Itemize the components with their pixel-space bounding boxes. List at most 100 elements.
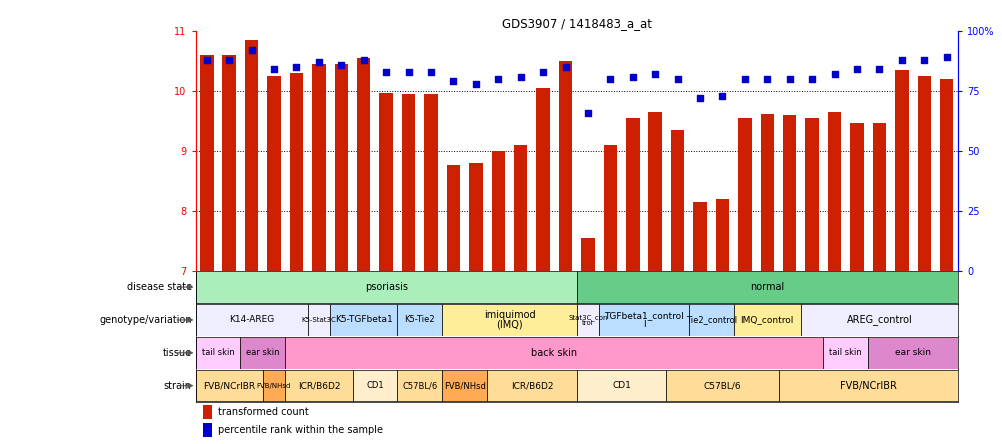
- Point: [356, 56, 372, 63]
- Bar: [576, 370, 665, 401]
- Bar: [665, 370, 778, 401]
- Point: [938, 54, 954, 61]
- Bar: [244, 40, 259, 271]
- Bar: [625, 118, 639, 271]
- Text: tail skin: tail skin: [201, 348, 234, 357]
- Point: [646, 71, 662, 78]
- Bar: [827, 112, 841, 271]
- Point: [669, 75, 685, 83]
- Bar: [715, 199, 728, 271]
- Bar: [823, 337, 868, 369]
- Bar: [290, 73, 303, 271]
- Bar: [285, 337, 823, 369]
- Text: C57BL/6: C57BL/6: [703, 381, 740, 390]
- Bar: [397, 304, 442, 336]
- Bar: [379, 93, 393, 271]
- Point: [311, 59, 327, 66]
- Bar: [576, 271, 957, 303]
- Bar: [285, 370, 352, 401]
- Bar: [195, 271, 576, 303]
- Bar: [558, 61, 572, 271]
- Bar: [446, 165, 460, 271]
- Bar: [850, 123, 863, 271]
- Text: K5-Tie2: K5-Tie2: [404, 315, 435, 325]
- Point: [871, 66, 887, 73]
- Bar: [783, 115, 796, 271]
- Text: AREG_control: AREG_control: [846, 314, 912, 325]
- Point: [467, 80, 483, 87]
- Text: IMQ_control: IMQ_control: [739, 315, 794, 325]
- Bar: [917, 76, 930, 271]
- Text: CD1: CD1: [611, 381, 630, 390]
- Bar: [598, 304, 688, 336]
- Text: FVB/NHsd: FVB/NHsd: [257, 383, 291, 388]
- Text: genotype/variation: genotype/variation: [99, 315, 191, 325]
- Bar: [268, 76, 281, 271]
- Point: [826, 71, 842, 78]
- Text: TGFbeta1_control
l: TGFbeta1_control l: [603, 311, 683, 329]
- Bar: [603, 145, 616, 271]
- Text: K5-TGFbeta1: K5-TGFbeta1: [335, 315, 392, 325]
- Bar: [442, 304, 576, 336]
- Text: disease state: disease state: [126, 282, 191, 292]
- Text: imiquimod
(IMQ): imiquimod (IMQ): [483, 310, 535, 329]
- Text: C57BL/6: C57BL/6: [402, 381, 437, 390]
- Bar: [737, 118, 750, 271]
- Bar: [442, 370, 487, 401]
- Bar: [195, 304, 308, 336]
- Bar: [868, 337, 957, 369]
- Bar: [203, 423, 212, 437]
- Point: [781, 75, 797, 83]
- Bar: [203, 405, 212, 419]
- Bar: [576, 304, 598, 336]
- Bar: [732, 304, 801, 336]
- Point: [534, 68, 550, 75]
- Bar: [688, 304, 732, 336]
- Text: FVB/NHsd: FVB/NHsd: [443, 381, 485, 390]
- Text: ICR/B6D2: ICR/B6D2: [510, 381, 552, 390]
- Point: [266, 66, 282, 73]
- Text: psoriasis: psoriasis: [365, 282, 407, 292]
- Text: Stat3C_con
trol: Stat3C_con trol: [567, 314, 607, 326]
- Point: [804, 75, 820, 83]
- Text: ear skin: ear skin: [245, 348, 280, 357]
- Text: K5-Stat3C: K5-Stat3C: [302, 317, 336, 323]
- Point: [333, 61, 349, 68]
- Point: [512, 73, 528, 80]
- Bar: [760, 114, 774, 271]
- Text: CD1: CD1: [366, 381, 384, 390]
- Bar: [330, 304, 397, 336]
- Text: percentile rank within the sample: percentile rank within the sample: [217, 425, 383, 435]
- Bar: [335, 64, 348, 271]
- Point: [691, 95, 707, 102]
- Bar: [872, 123, 885, 271]
- Text: tail skin: tail skin: [829, 348, 862, 357]
- Point: [400, 68, 416, 75]
- Point: [602, 75, 618, 83]
- Point: [759, 75, 775, 83]
- Point: [579, 109, 595, 116]
- Bar: [195, 370, 263, 401]
- Bar: [648, 112, 661, 271]
- Text: normal: normal: [749, 282, 784, 292]
- Point: [848, 66, 864, 73]
- Text: FVB/NCrIBR: FVB/NCrIBR: [203, 381, 256, 390]
- Point: [221, 56, 237, 63]
- Point: [557, 63, 573, 71]
- Text: ear skin: ear skin: [894, 348, 930, 357]
- Bar: [195, 337, 240, 369]
- Bar: [397, 370, 442, 401]
- Point: [736, 75, 753, 83]
- Point: [624, 73, 640, 80]
- Bar: [357, 58, 370, 271]
- Bar: [312, 64, 326, 271]
- Bar: [491, 151, 504, 271]
- Bar: [778, 370, 957, 401]
- Bar: [240, 337, 285, 369]
- Point: [490, 75, 506, 83]
- Bar: [536, 88, 549, 271]
- Bar: [199, 55, 213, 271]
- Text: Tie2_control: Tie2_control: [685, 315, 736, 325]
- Bar: [352, 370, 397, 401]
- Bar: [263, 370, 285, 401]
